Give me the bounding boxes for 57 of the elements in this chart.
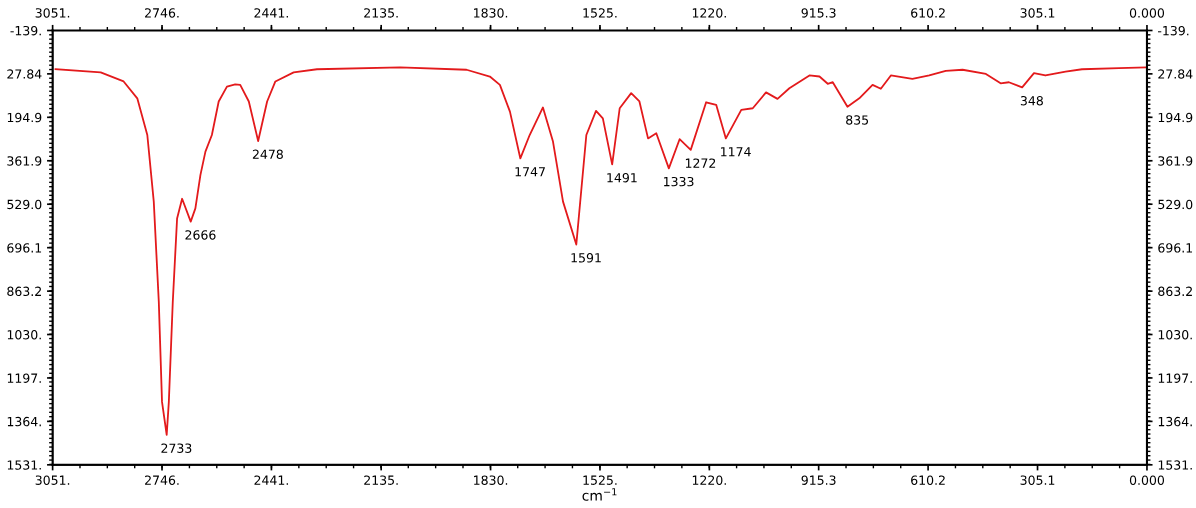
x-tick-label: 1830. bbox=[474, 475, 508, 485]
y-tick-label: 27.84 bbox=[7, 69, 42, 79]
y2-tick-label: 1030. bbox=[1158, 329, 1192, 340]
y2-tick-label: -139. bbox=[1157, 25, 1189, 36]
x-tick-label: 3051. bbox=[35, 475, 70, 485]
x-tick-label: 1525. bbox=[583, 475, 617, 485]
y-tick-label: 1364. bbox=[7, 416, 41, 427]
x-tick-label: 610.2 bbox=[911, 475, 945, 485]
x2-tick-label: 2135. bbox=[364, 8, 398, 18]
y2-tick-label: 1364. bbox=[1158, 416, 1192, 427]
x2-tick-label: 1830. bbox=[474, 8, 508, 18]
y-tick-label: 1197. bbox=[7, 373, 41, 383]
x-tick-label: 2441. bbox=[254, 475, 288, 485]
annotation: 1491 bbox=[607, 172, 637, 183]
y-tick-label: 1531. bbox=[7, 460, 41, 470]
x2-tick-label: 915.3 bbox=[801, 8, 836, 18]
x2-tick-label: 2441. bbox=[254, 8, 288, 18]
y-tick-label: 1030. bbox=[7, 329, 41, 340]
x-tick-label: 305.1 bbox=[1020, 475, 1055, 485]
y-tick-label: -139. bbox=[10, 25, 41, 36]
y2-tick-label: 863.2 bbox=[1158, 286, 1192, 297]
annotation: 1174 bbox=[721, 147, 751, 157]
y2-tick-label: 1531. bbox=[1158, 460, 1192, 470]
annotation: 1747 bbox=[515, 167, 545, 177]
y2-tick-label: 696.1 bbox=[1158, 243, 1193, 253]
y2-tick-label: 361.9 bbox=[1158, 156, 1193, 166]
line-series bbox=[54, 66, 1147, 436]
x2-tick-label: 3051. bbox=[35, 8, 70, 18]
y-tick-label: 696.1 bbox=[7, 243, 42, 253]
annotation: 1272 bbox=[685, 158, 716, 168]
x-axis-title: cm$^{−1}$ bbox=[582, 488, 617, 501]
x2-tick-label: 0.000 bbox=[1129, 8, 1165, 18]
x2-tick-label: 1525. bbox=[583, 8, 617, 18]
y-tick-label: 194.9 bbox=[7, 112, 42, 123]
annotation: 2666 bbox=[185, 230, 216, 240]
annotation: 1591 bbox=[571, 253, 601, 263]
x-tick-label: 1220. bbox=[692, 475, 726, 485]
x-tick-label: 2135. bbox=[364, 475, 398, 485]
annotation: 835 bbox=[846, 115, 869, 125]
y2-tick-label: 1197. bbox=[1158, 373, 1192, 383]
y2-tick-label: 529.0 bbox=[1158, 199, 1193, 210]
x-tick-label: 0.000 bbox=[1129, 475, 1165, 485]
annotation: 2733 bbox=[161, 443, 192, 453]
x2-tick-label: 610.2 bbox=[911, 8, 945, 18]
x2-tick-label: 1220. bbox=[692, 8, 726, 18]
y2-tick-label: 27.84 bbox=[1158, 69, 1193, 79]
annotation: 2478 bbox=[252, 149, 283, 160]
y-tick-label: 529.0 bbox=[7, 199, 42, 210]
y-tick-label: 863.2 bbox=[7, 286, 41, 297]
y-tick-label: 361.9 bbox=[7, 156, 42, 166]
annotation: 1333 bbox=[664, 176, 694, 187]
x-tick-label: 2746. bbox=[145, 475, 179, 485]
x-tick-label: 915.3 bbox=[801, 475, 836, 485]
y2-tick-label: 194.9 bbox=[1158, 112, 1193, 123]
x2-tick-label: 305.1 bbox=[1020, 8, 1055, 18]
annotation: 348 bbox=[1020, 95, 1043, 106]
x2-tick-label: 2746. bbox=[145, 8, 179, 18]
